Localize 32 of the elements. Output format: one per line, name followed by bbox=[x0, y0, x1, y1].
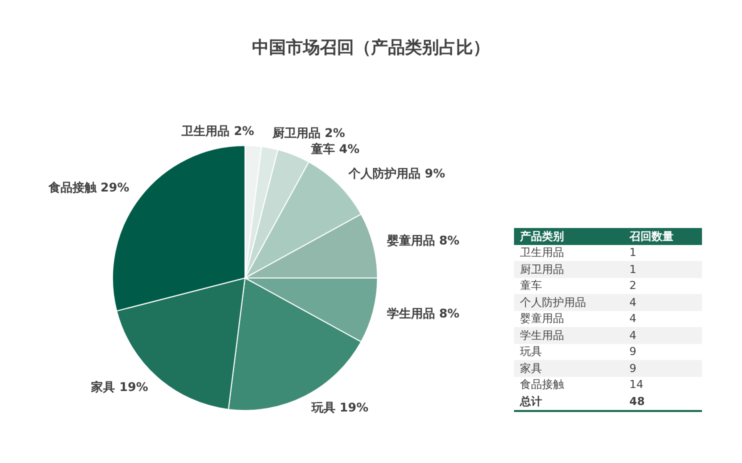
data-label: 4 bbox=[623, 294, 702, 310]
category-label: 童车 bbox=[519, 278, 543, 294]
text: 产品类别 bbox=[514, 228, 624, 244]
data-label: 1 bbox=[623, 261, 702, 278]
slice-label: 个人防护用品 9% bbox=[348, 166, 446, 181]
slice-label: 卫生用品 2% bbox=[180, 124, 254, 138]
data-label: 2 bbox=[628, 278, 638, 294]
category-label: 个人防护用品 bbox=[514, 294, 624, 310]
slice-label: 厨卫用品 2% bbox=[271, 126, 346, 140]
data-label: 9 bbox=[623, 360, 702, 376]
data-label: 4 bbox=[623, 327, 702, 344]
category-label: 玩具 bbox=[519, 344, 543, 360]
category-label: 食品接触 bbox=[519, 377, 565, 393]
data-label: 4 bbox=[628, 311, 638, 327]
slice-label: 食品接触 29% bbox=[47, 180, 130, 194]
slice-label: 童车 4% bbox=[310, 142, 360, 156]
slice-label: 玩具 19% bbox=[310, 400, 368, 415]
category-label: 家具 bbox=[514, 360, 624, 376]
category-label: 卫生用品 bbox=[519, 245, 565, 261]
slice-label: 婴童用品 8% bbox=[386, 234, 460, 248]
category-label: 婴童用品 bbox=[519, 311, 565, 327]
text: 总计 bbox=[514, 393, 624, 410]
text: 48 bbox=[629, 394, 645, 408]
text: 召回数量 bbox=[623, 228, 702, 244]
chart-title: 中国市场召回（产品类别占比） bbox=[251, 37, 491, 59]
data-label: 14 bbox=[628, 377, 644, 393]
category-label: 学生用品 bbox=[514, 327, 624, 344]
slice-label: 家具 19% bbox=[90, 380, 148, 394]
category-label: 厨卫用品 bbox=[514, 261, 624, 278]
slice-label: 学生用品 8% bbox=[386, 306, 460, 321]
data-label: 9 bbox=[628, 344, 638, 360]
data-label: 1 bbox=[628, 245, 638, 261]
